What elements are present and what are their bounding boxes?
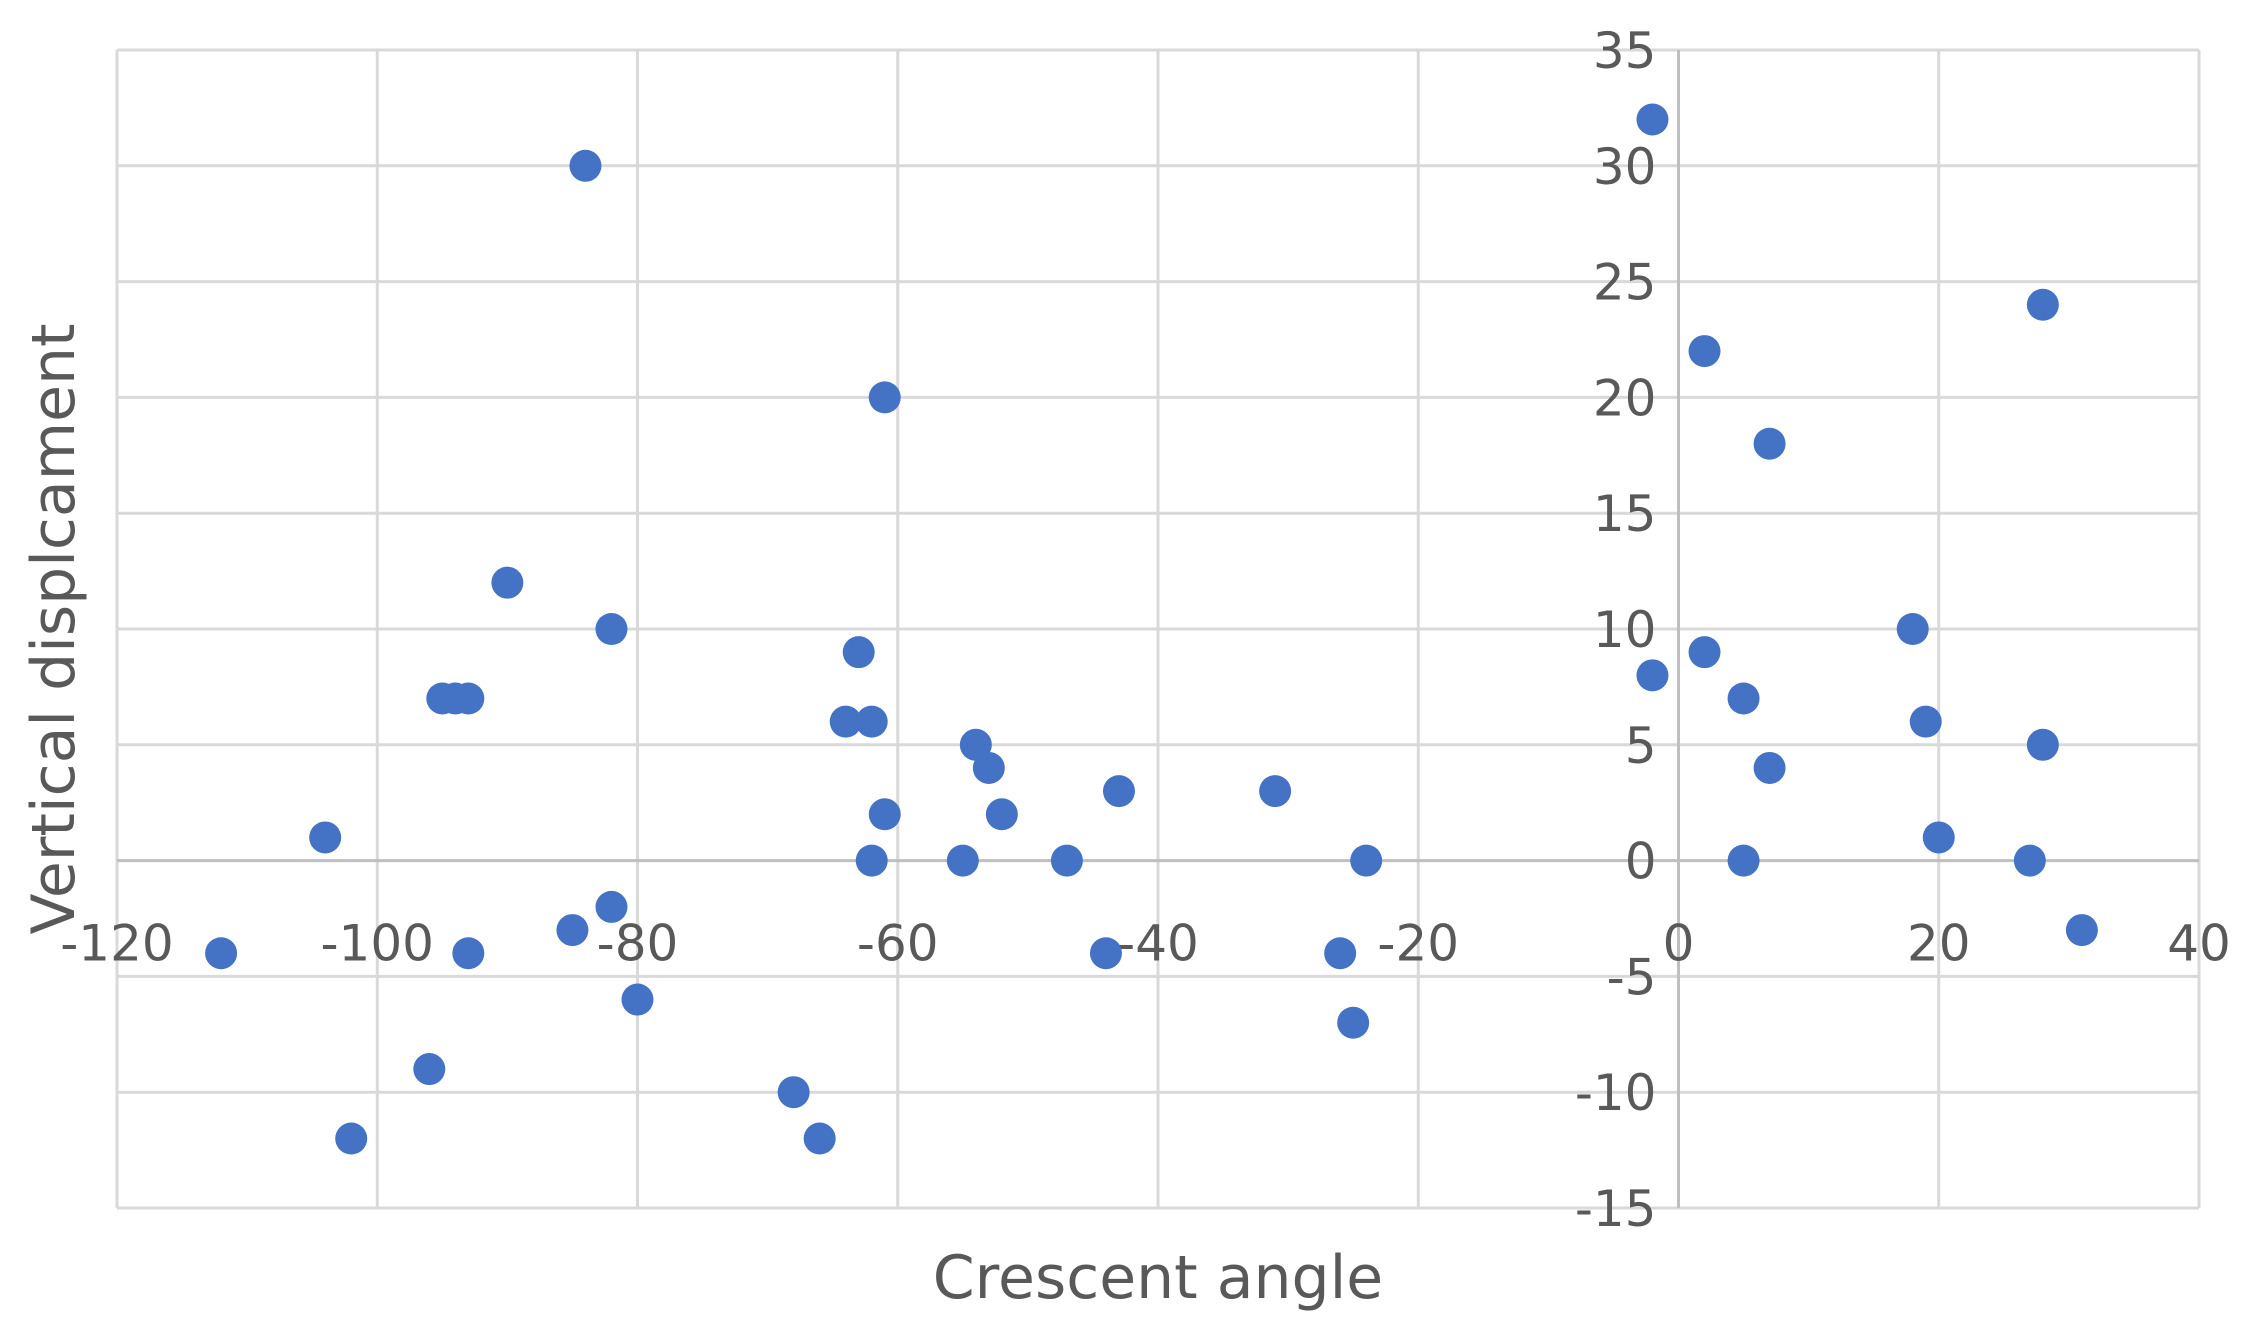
data-point bbox=[868, 381, 901, 414]
data-point bbox=[1909, 705, 1942, 738]
y-tick-label: 30 bbox=[1593, 138, 1657, 196]
data-point bbox=[1337, 1006, 1370, 1039]
y-tick-label: 5 bbox=[1625, 717, 1657, 775]
y-axis-title: Vertical displcament bbox=[19, 323, 89, 934]
data-point bbox=[1727, 682, 1760, 715]
x-tick-label: -120 bbox=[60, 915, 173, 973]
data-point bbox=[985, 798, 1018, 831]
y-tick-label: 15 bbox=[1593, 485, 1657, 543]
data-point bbox=[1089, 937, 1122, 970]
data-point bbox=[491, 566, 524, 599]
data-point bbox=[855, 844, 888, 877]
x-tick-label: -60 bbox=[857, 915, 939, 973]
data-point bbox=[595, 613, 628, 645]
data-point bbox=[1896, 613, 1929, 645]
y-tick-label: 35 bbox=[1593, 22, 1657, 80]
data-point bbox=[2013, 844, 2046, 877]
data-point bbox=[2026, 288, 2059, 321]
tick-labels: -120 -100 -80 -60 -40 -20 0 20 40-15-10-50510152… bbox=[60, 22, 2231, 1238]
y-tick-label: 20 bbox=[1593, 369, 1657, 427]
data-point bbox=[1922, 821, 1955, 854]
data-point bbox=[855, 705, 888, 738]
x-tick-label: -20 bbox=[1377, 915, 1459, 973]
y-tick-label: 25 bbox=[1593, 254, 1657, 312]
y-tick-label: 10 bbox=[1593, 601, 1657, 659]
data-point bbox=[803, 1122, 836, 1155]
x-tick-label: 0 bbox=[1663, 915, 1695, 973]
y-tick-label: -5 bbox=[1607, 948, 1657, 1006]
data-point bbox=[1753, 751, 1786, 784]
x-tick-label: 40 bbox=[2167, 915, 2231, 973]
y-tick-label: -10 bbox=[1575, 1064, 1657, 1122]
y-tick-label: 0 bbox=[1625, 833, 1657, 891]
data-point bbox=[1050, 844, 1083, 877]
data-point bbox=[972, 751, 1005, 784]
data-point bbox=[1688, 335, 1721, 368]
data-point bbox=[777, 1076, 810, 1109]
data-point bbox=[556, 914, 589, 947]
data-point bbox=[946, 844, 979, 877]
data-points bbox=[205, 103, 2098, 1155]
x-tick-label: -80 bbox=[597, 915, 679, 973]
data-point bbox=[309, 821, 342, 854]
data-point bbox=[621, 983, 654, 1016]
data-point bbox=[868, 798, 901, 831]
x-axis-title: Crescent angle bbox=[933, 1243, 1383, 1313]
axes bbox=[117, 50, 2199, 1208]
data-point bbox=[1324, 937, 1357, 970]
data-point bbox=[569, 149, 602, 182]
data-point bbox=[1636, 659, 1669, 692]
data-point bbox=[2026, 728, 2059, 761]
y-tick-label: -15 bbox=[1575, 1180, 1657, 1238]
data-point bbox=[1636, 103, 1669, 136]
data-point bbox=[205, 937, 238, 970]
data-point bbox=[452, 937, 485, 970]
data-point bbox=[829, 705, 862, 738]
data-point bbox=[1259, 775, 1292, 808]
data-point bbox=[1727, 844, 1760, 877]
x-tick-label: 20 bbox=[1907, 915, 1971, 973]
x-tick-label: -100 bbox=[321, 915, 434, 973]
data-point bbox=[1753, 427, 1786, 460]
data-point bbox=[452, 682, 485, 715]
data-point bbox=[1688, 636, 1721, 669]
data-point bbox=[1102, 775, 1135, 808]
x-tick-label: -40 bbox=[1117, 915, 1199, 973]
data-point bbox=[1350, 844, 1383, 877]
data-point bbox=[842, 636, 875, 669]
gridlines bbox=[115, 48, 2201, 1210]
data-point bbox=[413, 1053, 446, 1086]
data-point bbox=[2065, 914, 2098, 947]
data-point bbox=[335, 1122, 368, 1155]
data-point bbox=[595, 890, 628, 923]
